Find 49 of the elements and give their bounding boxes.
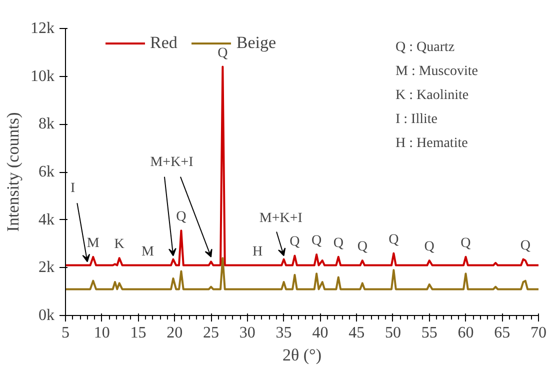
annotation: Q: [460, 236, 471, 251]
line-series: [66, 66, 538, 266]
x-tick-label: 10: [94, 324, 110, 342]
x-tick-label: 50: [384, 324, 401, 342]
x-tick-label: 65: [494, 324, 510, 342]
x-tick-label: 35: [276, 324, 292, 342]
annotation: M+K+I: [150, 154, 194, 170]
annotation: Q: [357, 239, 368, 254]
annotation: M : Muscovite: [396, 64, 478, 79]
x-tick-label: 5: [62, 324, 70, 342]
annotation: M: [142, 244, 155, 260]
x-tick-label: 20: [166, 324, 183, 342]
x-tick-label: 30: [239, 324, 256, 342]
y-tick-label: 6k: [38, 164, 54, 180]
legend-label: Beige: [236, 33, 276, 53]
annotation: I : Illite: [396, 112, 438, 127]
annotation: Q: [520, 238, 530, 254]
annotation: Q: [312, 234, 322, 249]
annotation: Q: [388, 232, 399, 248]
y-tick-label: 2k: [38, 259, 54, 276]
legend-label: Red: [150, 33, 178, 53]
x-tick-label: 15: [130, 324, 146, 342]
x-tick-label: 40: [312, 324, 328, 342]
annotation: Q: [333, 236, 344, 251]
y-tick-label: 4k: [38, 211, 54, 228]
x-axis-title: 2θ (°): [282, 346, 322, 364]
annotation: Q: [424, 239, 434, 254]
x-tick-label: 45: [348, 324, 365, 342]
y-tick-label: 12k: [30, 20, 54, 37]
annotation: I: [70, 181, 76, 196]
annotation: Q: [290, 234, 300, 250]
annotation: Q: [218, 46, 228, 61]
annotation: Q: [176, 210, 186, 225]
annotation: M: [86, 236, 100, 251]
annotation: K: [114, 237, 124, 252]
annotation: M+K+I: [259, 211, 303, 226]
annotation: H : Hematite: [396, 136, 468, 151]
annotation: H: [252, 244, 263, 260]
annotation: Q : Quartz: [396, 40, 455, 55]
x-tick-label: 60: [458, 324, 474, 342]
y-tick-label: 10k: [30, 68, 54, 85]
x-tick-label: 70: [530, 324, 546, 342]
y-tick-label: 8k: [38, 116, 54, 133]
annotation: K : Kaolinite: [396, 88, 469, 103]
line-series: [66, 257, 538, 290]
x-tick-label: 25: [203, 324, 220, 342]
y-axis-title: Intensity (counts): [4, 112, 22, 232]
y-tick-label: 0k: [38, 307, 54, 324]
x-tick-label: 55: [421, 324, 438, 342]
